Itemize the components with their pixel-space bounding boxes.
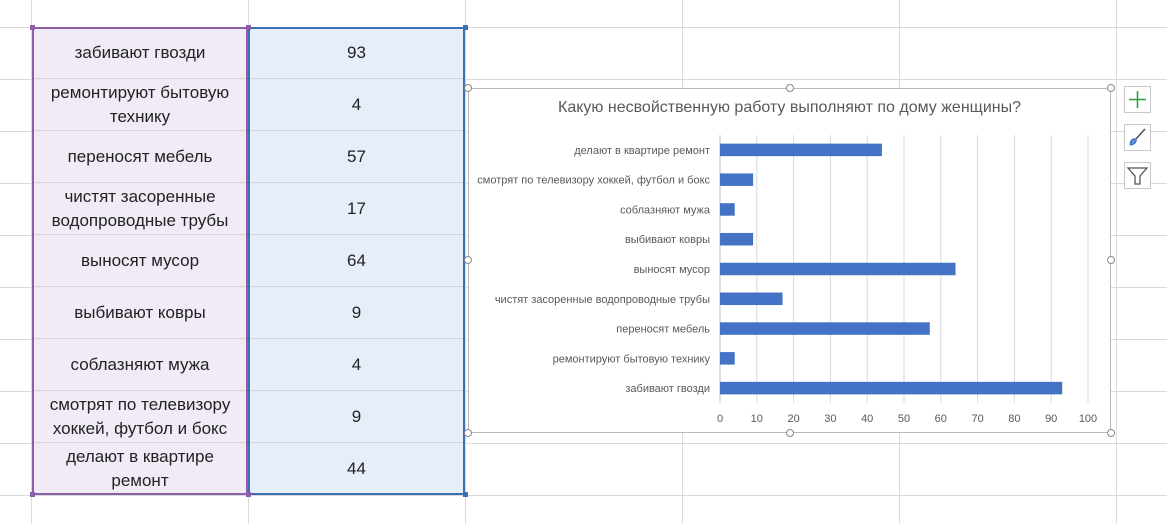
table-row: выбивают ковры 9 xyxy=(32,287,465,339)
bar xyxy=(720,322,930,335)
bar-chart[interactable]: Какую несвойственную работу выполняют по… xyxy=(468,88,1111,433)
bar xyxy=(720,143,882,157)
chart-resize-handle[interactable] xyxy=(464,256,472,264)
bar xyxy=(720,262,956,276)
x-tick-label: 100 xyxy=(1079,413,1097,425)
chart-title[interactable]: Какую несвойственную работу выполняют по… xyxy=(558,99,1021,116)
value-cell[interactable]: 17 xyxy=(248,183,465,235)
bar xyxy=(720,292,783,306)
category-label: выбивают ковры xyxy=(625,234,710,246)
chart-elements-button[interactable] xyxy=(1124,86,1151,113)
value-cell[interactable]: 4 xyxy=(248,79,465,131)
table-row: переносят мебель 57 xyxy=(32,131,465,183)
label-cell[interactable]: ремонтируют бытовую технику xyxy=(32,79,248,131)
category-label: переносят мебель xyxy=(616,324,710,336)
label-cell[interactable]: смотрят по телевизору хоккей, футбол и б… xyxy=(32,391,248,443)
chart-styles-button[interactable] xyxy=(1124,124,1151,151)
category-label: делают в квартире ремонт xyxy=(574,145,710,157)
bar xyxy=(720,232,754,246)
bar xyxy=(720,173,754,186)
value-cell[interactable]: 4 xyxy=(248,339,465,391)
table-row: чистят засоренные водопроводные трубы 17 xyxy=(32,183,465,235)
category-label: смотрят по телевизору хоккей, футбол и б… xyxy=(477,175,710,187)
data-table: забивают гвозди 93 ремонтируют бытовую т… xyxy=(32,27,465,495)
label-cell[interactable]: делают в квартире ремонт xyxy=(32,443,248,495)
chart-plot: 0 10 20 30 40 50 60 70 80 90 100 делают в квартире … xyxy=(477,135,1097,425)
label-cell[interactable]: выносят мусор xyxy=(32,235,248,287)
label-cell[interactable]: выбивают ковры xyxy=(32,287,248,339)
range-handle[interactable] xyxy=(30,25,35,30)
category-label: выносят мусор xyxy=(634,264,710,276)
table-row: делают в квартире ремонт 44 xyxy=(32,443,465,495)
x-tick-label: 10 xyxy=(751,413,763,425)
bar xyxy=(720,381,1063,395)
category-label: забивают гвозди xyxy=(625,383,710,395)
range-handle[interactable] xyxy=(246,492,251,497)
category-label: ремонтируют бытовую технику xyxy=(553,353,711,365)
x-tick-label: 90 xyxy=(1045,413,1057,425)
x-tick-label: 20 xyxy=(787,413,799,425)
x-tick-label: 60 xyxy=(935,413,947,425)
chart-resize-handle[interactable] xyxy=(1107,429,1115,437)
value-cell[interactable]: 9 xyxy=(248,391,465,443)
table-row: ремонтируют бытовую технику 4 xyxy=(32,79,465,131)
table-row: выносят мусор 64 xyxy=(32,235,465,287)
range-handle[interactable] xyxy=(30,492,35,497)
x-tick-label: 50 xyxy=(898,413,910,425)
x-tick-label: 80 xyxy=(1008,413,1020,425)
x-tick-label: 70 xyxy=(971,413,983,425)
chart-filters-button[interactable] xyxy=(1124,162,1151,189)
bar xyxy=(720,352,735,365)
chart-resize-handle[interactable] xyxy=(786,429,794,437)
x-tick-label: 30 xyxy=(824,413,836,425)
label-cell[interactable]: чистят засоренные водопроводные трубы xyxy=(32,183,248,235)
value-cell[interactable]: 64 xyxy=(248,235,465,287)
x-tick-label: 0 xyxy=(717,413,723,425)
chart-resize-handle[interactable] xyxy=(464,84,472,92)
category-label: чистят засоренные водопроводные трубы xyxy=(495,294,710,306)
value-cell[interactable]: 57 xyxy=(248,131,465,183)
table-row: смотрят по телевизору хоккей, футбол и б… xyxy=(32,391,465,443)
value-cell[interactable]: 44 xyxy=(248,443,465,495)
chart-resize-handle[interactable] xyxy=(786,84,794,92)
label-cell[interactable]: забивают гвозди xyxy=(32,27,248,79)
chart-resize-handle[interactable] xyxy=(1107,84,1115,92)
chart-resize-handle[interactable] xyxy=(464,429,472,437)
value-cell[interactable]: 93 xyxy=(248,27,465,79)
category-label: соблазняют мужа xyxy=(620,204,711,216)
label-cell[interactable]: соблазняют мужа xyxy=(32,339,248,391)
plus-icon xyxy=(1129,91,1146,108)
label-cell[interactable]: переносят мебель xyxy=(32,131,248,183)
table-row: забивают гвозди 93 xyxy=(32,27,465,79)
range-handle[interactable] xyxy=(463,25,468,30)
paintbrush-icon xyxy=(1129,128,1146,146)
value-cell[interactable]: 9 xyxy=(248,287,465,339)
table-row: соблазняют мужа 4 xyxy=(32,339,465,391)
funnel-icon xyxy=(1126,167,1149,185)
x-tick-label: 40 xyxy=(861,413,873,425)
range-handle[interactable] xyxy=(246,25,251,30)
range-handle[interactable] xyxy=(463,492,468,497)
chart-resize-handle[interactable] xyxy=(1107,256,1115,264)
bar xyxy=(720,203,735,216)
